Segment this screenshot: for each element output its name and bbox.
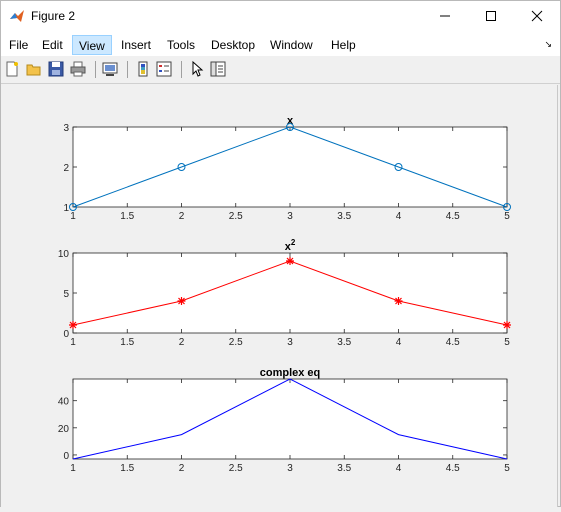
y-tick-label: 3 — [63, 123, 69, 134]
x-tick-label: 5 — [504, 337, 510, 348]
y-tick-label: 20 — [58, 424, 70, 435]
x-tick-label: 1 — [70, 463, 76, 474]
x-tick-label: 1 — [70, 211, 76, 222]
data-point-star — [394, 297, 403, 305]
x-tick-label: 4 — [396, 211, 402, 222]
y-tick-label: 0 — [63, 451, 69, 462]
x-tick-label: 4.5 — [446, 337, 460, 348]
figure-canvas[interactable]: 1 1.5 2 2.5 3 3.5 4 4.5 5 1 2 3 x 1 1.5 2 2.5 3 3.5 4 4.5 5 0 5… — [1, 85, 557, 507]
dock-arrow-icon[interactable]: ↘ — [544, 39, 552, 49]
menu-help[interactable]: Help — [331, 38, 356, 52]
data-point-star — [177, 297, 186, 305]
maximize-icon — [486, 11, 496, 21]
y-tick-label: 5 — [63, 289, 69, 300]
chart-title-superscript: 2 — [291, 238, 296, 247]
x-tick-label: 1.5 — [120, 337, 134, 348]
link-plot-icon[interactable] — [101, 60, 119, 78]
x-tick-label: 5 — [504, 211, 510, 222]
data-point-star — [69, 321, 77, 329]
y-tick-label: 40 — [58, 397, 70, 408]
x-tick-label: 2 — [179, 337, 185, 348]
menu-insert[interactable]: Insert — [121, 38, 152, 52]
chart-title: complex eq — [260, 367, 321, 379]
minimize-button[interactable] — [422, 1, 468, 31]
x-tick-label: 2.5 — [229, 463, 243, 474]
x-tick-label: 3 — [287, 337, 293, 348]
maximize-button[interactable] — [468, 1, 514, 31]
x-tick-label: 4 — [396, 337, 402, 348]
x-tick-label: 1 — [70, 337, 76, 348]
new-figure-icon[interactable] — [3, 60, 21, 78]
toolbar-separator — [95, 61, 96, 78]
x-tick-label: 1.5 — [120, 463, 134, 474]
x-tick-label: 3 — [287, 463, 293, 474]
data-point-circle — [394, 163, 403, 171]
x-tick-label: 1.5 — [120, 211, 134, 222]
title-bar[interactable]: Figure 2 — [1, 1, 560, 31]
window-title: Figure 2 — [31, 9, 76, 23]
menu-tools[interactable]: Tools — [167, 38, 196, 52]
data-point-circle — [177, 163, 186, 171]
minimize-icon — [440, 15, 450, 17]
x-tick-label: 3.5 — [337, 211, 351, 222]
y-tick-label: 1 — [63, 203, 69, 214]
menu-bar: File Edit View Insert Tools Desktop Wind… — [1, 31, 560, 56]
menu-edit[interactable]: Edit — [42, 38, 63, 52]
print-icon[interactable] — [69, 60, 87, 78]
toolbar-separator — [127, 61, 128, 78]
x-tick-label: 2 — [179, 463, 185, 474]
property-inspector-icon[interactable] — [209, 60, 227, 78]
save-icon[interactable] — [47, 60, 65, 78]
y-tick-label: 0 — [63, 329, 69, 340]
x-tick-label: 3.5 — [337, 337, 351, 348]
data-point-star — [503, 321, 511, 329]
data-point-circle — [503, 203, 511, 211]
axes-box — [72, 126, 508, 208]
subplots-svg: 1 1.5 2 2.5 3 3.5 4 4.5 5 1 2 3 x 1 1.5 2 2.5 3 3.5 4 4.5 5 0 5… — [58, 115, 511, 474]
data-point-circle — [69, 203, 77, 211]
x-tick-label: 3.5 — [337, 463, 351, 474]
series-line — [72, 126, 508, 208]
menu-desktop[interactable]: Desktop — [211, 38, 256, 52]
edit-plot-arrow-icon[interactable] — [188, 60, 206, 78]
x-tick-label: 4.5 — [446, 211, 460, 222]
chart-title: x2 — [285, 238, 296, 253]
data-point-circle — [286, 123, 294, 131]
insert-legend-icon[interactable] — [155, 60, 173, 78]
close-icon — [531, 10, 543, 22]
figure-border — [557, 85, 558, 507]
series-line — [72, 378, 508, 460]
data-point-star — [286, 257, 294, 265]
menu-window[interactable]: Window — [270, 38, 313, 52]
matlab-logo-icon — [10, 10, 24, 22]
menu-file[interactable]: File — [9, 38, 29, 52]
insert-colorbar-icon[interactable] — [134, 60, 152, 78]
menu-view[interactable]: View — [72, 35, 112, 55]
x-tick-label: 5 — [504, 463, 510, 474]
x-tick-label: 2.5 — [229, 211, 243, 222]
toolbar-separator — [181, 61, 182, 78]
x-tick-label: 4.5 — [446, 463, 460, 474]
axes-box — [72, 378, 508, 460]
chart-title: x — [287, 115, 294, 127]
x-tick-label: 3 — [287, 211, 293, 222]
x-tick-label: 2.5 — [229, 337, 243, 348]
x-tick-label: 2 — [179, 211, 185, 222]
figure-toolbar — [1, 56, 560, 84]
axes-box — [72, 252, 508, 334]
y-tick-label: 10 — [58, 249, 70, 260]
close-button[interactable] — [514, 1, 560, 31]
x-tick-label: 4 — [396, 463, 402, 474]
y-tick-label: 2 — [63, 163, 69, 174]
open-file-icon[interactable] — [25, 60, 43, 78]
